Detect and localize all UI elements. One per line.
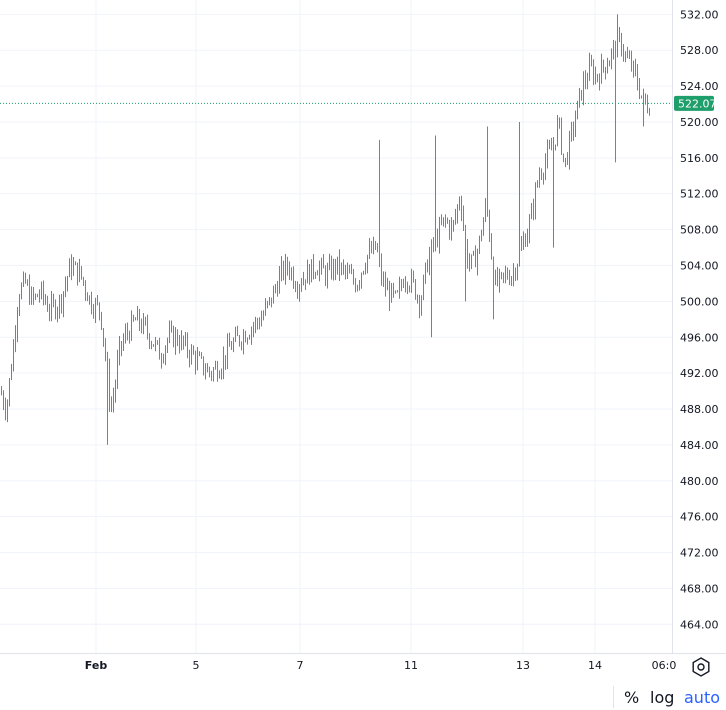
x-tick-label: 7: [297, 659, 304, 672]
chart-grid: [0, 0, 672, 653]
y-tick-label: 472.00: [680, 547, 719, 560]
candle-series: [1, 14, 650, 445]
current-price-badge: 522.07: [674, 95, 717, 111]
y-tick-label: 496.00: [680, 331, 719, 344]
y-tick-label: 492.00: [680, 367, 719, 380]
chart-bottom-toolbar: % log auto: [0, 686, 726, 710]
x-tick-label: 5: [193, 659, 200, 672]
y-tick-label: 504.00: [680, 260, 719, 273]
y-tick-label: 512.00: [680, 188, 719, 201]
chart-canvas[interactable]: 532.00 528.00 524.00 520.00 516.00 512.00 508.…: [0, 0, 726, 686]
percent-scale-button[interactable]: %: [624, 688, 640, 707]
log-scale-button[interactable]: log: [650, 688, 675, 707]
y-tick-label: 468.00: [680, 582, 719, 595]
time-axis[interactable]: Feb 5 7 11 13 14 06:0: [85, 659, 677, 672]
y-tick-label: 500.00: [680, 295, 719, 308]
x-tick-label: 14: [588, 659, 602, 672]
chart-settings-button[interactable]: [690, 656, 712, 678]
y-tick-label: 484.00: [680, 439, 719, 452]
x-tick-label: Feb: [85, 659, 108, 672]
y-tick-label: 476.00: [680, 511, 719, 524]
y-tick-label: 488.00: [680, 403, 719, 416]
y-tick-label: 480.00: [680, 475, 719, 488]
auto-scale-button[interactable]: auto: [684, 688, 721, 707]
price-axis[interactable]: 532.00 528.00 524.00 520.00 516.00 512.00 508.…: [680, 8, 719, 631]
y-tick-label: 524.00: [680, 80, 719, 93]
gear-icon: [692, 657, 710, 677]
y-tick-label: 532.00: [680, 8, 719, 21]
y-tick-label: 516.00: [680, 152, 719, 165]
x-tick-label: 11: [404, 659, 418, 672]
y-tick-label: 528.00: [680, 44, 719, 57]
y-tick-label: 508.00: [680, 224, 719, 237]
x-tick-label: 13: [516, 659, 530, 672]
y-tick-label: 520.00: [680, 116, 719, 129]
y-tick-label: 464.00: [680, 618, 719, 631]
toolbar-divider: [613, 686, 614, 708]
x-tick-label: 06:0: [652, 659, 677, 672]
current-price-label: 522.07: [678, 97, 717, 110]
